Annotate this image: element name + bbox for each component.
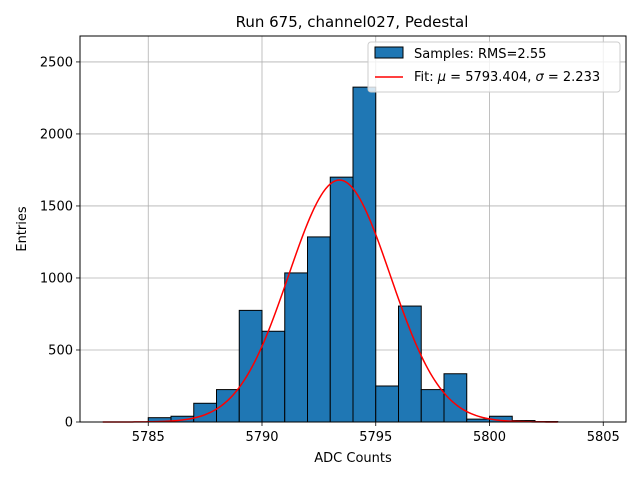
x-tick-label: 5795: [359, 430, 392, 445]
histogram-bar: [193, 402, 217, 423]
histogram-bar: [238, 309, 263, 423]
histogram-bar: [307, 236, 331, 423]
histogram-bar: [216, 389, 240, 423]
histogram-bar: [443, 373, 468, 423]
histogram-bar: [261, 330, 286, 423]
y-tick-label: 1500: [40, 199, 73, 214]
histogram-bar: [352, 86, 377, 423]
histogram-bar: [329, 176, 354, 423]
y-tick-label: 2000: [40, 127, 73, 142]
legend-fit-mu-value: = 5793.404,: [446, 70, 535, 85]
legend-fit-prefix: Fit:: [414, 70, 438, 85]
legend-fit-mu-symbol: μ: [437, 70, 446, 85]
legend: Samples: RMS=2.55 Fit: μ = 5793.404, σ =…: [367, 41, 621, 93]
legend-fit-label: Fit: μ = 5793.404, σ = 2.233: [414, 70, 600, 85]
x-tick-label: 5800: [473, 430, 506, 445]
legend-histogram-swatch: [374, 46, 404, 59]
chart-title: Run 675, channel027, Pedestal: [236, 13, 469, 31]
x-axis: 5785 5790 5795 5800 5805: [132, 422, 620, 445]
y-tick-label: 500: [48, 343, 73, 358]
plot-frame: [79, 35, 627, 423]
y-tick-label: 0: [65, 416, 73, 431]
legend-histogram-label: Samples: RMS=2.55: [414, 47, 546, 62]
legend-fit-sigma-value: = 2.233: [544, 70, 600, 85]
histogram-bar: [398, 305, 422, 423]
y-tick-label: 1000: [40, 271, 73, 286]
fit-curve: [102, 179, 558, 423]
histogram-bar: [375, 385, 399, 423]
histogram-bar: [420, 389, 445, 423]
legend-fit-sigma-symbol: σ: [536, 70, 545, 85]
histogram-bar: [284, 272, 308, 423]
x-tick-label: 5790: [245, 430, 278, 445]
x-tick-label: 5805: [587, 430, 620, 445]
histogram-bars: [147, 86, 559, 423]
x-tick-label: 5785: [132, 430, 165, 445]
y-tick-label: 2500: [40, 55, 73, 70]
legend-box: [367, 41, 621, 93]
fit-curve-layer: [102, 179, 558, 423]
x-axis-label: ADC Counts: [314, 451, 392, 466]
y-axis-label: Entries: [15, 206, 30, 252]
y-axis: 0 500 1000 1500 2000 2500: [40, 55, 80, 431]
